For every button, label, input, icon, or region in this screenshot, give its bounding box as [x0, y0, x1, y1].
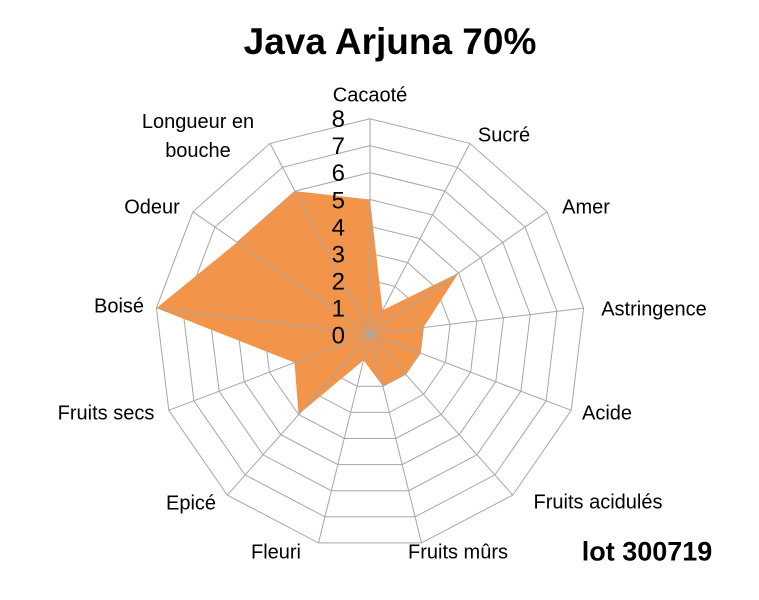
axis-spoke — [369, 143, 471, 335]
axis-spoke — [369, 333, 514, 496]
axis-label-epice: Epicé — [165, 492, 217, 515]
axis-label-longueur-en-bouche: Longueur en bouche — [141, 111, 255, 162]
axis-label-sucre: Sucré — [477, 124, 531, 147]
axis-label-amer: Amer — [562, 196, 610, 219]
series-area — [156, 191, 459, 415]
scale-tick-label: 1 — [332, 295, 345, 322]
axis-spoke — [369, 333, 422, 544]
scale-tick-label: 6 — [332, 160, 345, 187]
axis-label-fleuri: Fleuri — [250, 541, 302, 564]
scale-tick-label: 7 — [332, 133, 345, 160]
lot-annotation: lot 300719 — [581, 536, 713, 567]
axis-spoke — [369, 307, 584, 335]
axis-spoke — [318, 333, 371, 544]
scale-tick-label: 4 — [332, 214, 345, 241]
axis-label-cacaote: Cacaoté — [332, 84, 408, 107]
scale-tick-label: 0 — [332, 323, 345, 350]
axis-spoke — [156, 307, 371, 335]
axis-label-acide: Acide — [581, 402, 633, 425]
scale-tick-label: 2 — [332, 268, 345, 295]
axis-spoke — [168, 333, 371, 411]
grid-ring — [182, 145, 558, 518]
axis-label-fruits-murs: Fruits mûrs — [408, 541, 508, 564]
grid-ring — [155, 118, 585, 544]
axis-label-astringence: Astringence — [601, 298, 707, 321]
axis-label-fruits-acidules: Fruits acidulés — [533, 491, 663, 514]
center-hub — [366, 330, 374, 338]
axis-label-odeur: Odeur — [124, 196, 180, 219]
axis-spoke — [192, 211, 371, 335]
axis-label-fruits-secs: Fruits secs — [57, 402, 155, 425]
scale-tick-label: 5 — [332, 187, 345, 214]
axis-spoke — [226, 333, 371, 496]
scale-tick-label: 8 — [332, 106, 345, 133]
axis-label-boise: Boisé — [93, 295, 145, 318]
axis-spoke — [269, 143, 371, 335]
axis-spoke — [369, 211, 548, 335]
chart-title: Java Arjuna 70% — [243, 21, 537, 62]
scale-tick-label: 3 — [332, 241, 345, 268]
axis-spoke — [369, 333, 572, 411]
